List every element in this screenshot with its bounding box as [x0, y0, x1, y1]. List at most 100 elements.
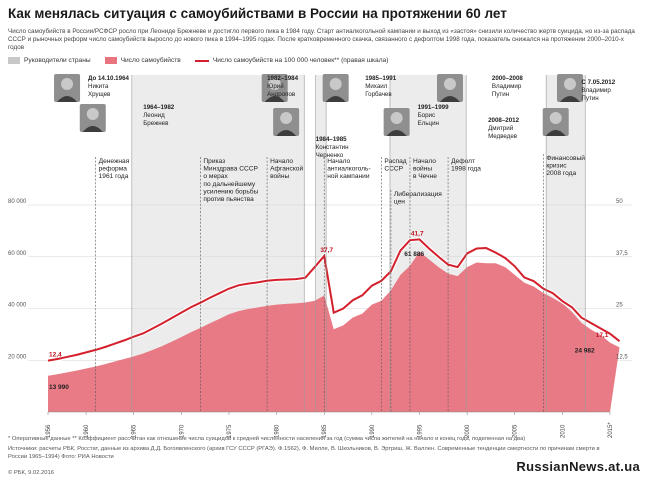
leader-portrait-brezhnev [79, 104, 106, 132]
x-tick-label: 1980 [275, 424, 281, 438]
legend-rate: Число самоубийств на 100 000 человек** (… [194, 57, 389, 64]
x-tick-label: 1985 [322, 424, 328, 438]
footer-sources: Источники: расчеты РБК, Росстат, данные … [8, 446, 600, 460]
series-rate-line [47, 238, 621, 362]
leader-first-gorbachev: Михаил [365, 83, 388, 90]
portrait-body [57, 96, 78, 102]
event-label-chechnya: войны [413, 165, 432, 173]
legend-rate-label: Число самоубийств на 100 000 человек** (… [212, 57, 389, 64]
label-end-count: 24 982 [575, 347, 595, 354]
event-label-afghan: Афганской [270, 165, 303, 173]
event-label-antialco: антиалкоголь- [327, 166, 370, 173]
legend-count-label: Число самоубийств [120, 57, 181, 64]
leader-first-andropov: Юрий [267, 83, 284, 90]
page-subtitle: Число самоубийств в России/РСФСР росло п… [8, 28, 635, 51]
leader-last-putin1: Путин [492, 91, 509, 98]
event-label-minzdrav: против пьянства [203, 196, 254, 203]
leader-first-brezhnev: Леонид [143, 112, 165, 119]
event-label-afghan: Начало [270, 158, 293, 165]
leader-date-gorbachev: 1985–1991 [365, 75, 397, 82]
x-tick-label: 1975 [227, 424, 233, 438]
event-label-crisis: Финансовый [546, 154, 585, 162]
event-label-crisis: 2008 года [546, 170, 576, 177]
y-left-tick: 60 000 [8, 251, 27, 257]
leader-date-khrushchev: До 14.10.1964 [88, 75, 130, 82]
y-left-tick: 80 000 [8, 199, 27, 205]
legend-swatch-grey [8, 57, 20, 64]
leader-last-andropov: Андропов [267, 91, 296, 98]
event-label-reform: реформа [99, 166, 128, 173]
x-tick-label: 1965 [132, 424, 138, 438]
event-label-antialco: ной кампании [327, 172, 370, 180]
legend-leaders: Руководители страны [8, 57, 91, 64]
portrait-body [439, 96, 460, 102]
portrait-head [280, 112, 293, 124]
portrait-body [325, 96, 346, 102]
leader-portrait-yeltsin [383, 108, 410, 136]
series-count-area [48, 251, 620, 412]
portrait-head [549, 112, 562, 124]
event-label-minzdrav: о мерах [203, 173, 228, 180]
leader-last-yeltsin: Ельцин [418, 120, 439, 127]
leader-date-medvedev: 2008–2012 [488, 117, 520, 124]
event-label-minzdrav: Минздрава СССР [203, 166, 258, 173]
portrait-head [443, 78, 456, 90]
leader-date-yeltsin: 1991–1999 [418, 104, 450, 111]
x-tick-label: 2010 [560, 424, 566, 438]
label-peak-count-1994: 61 886 [404, 251, 424, 258]
leader-first-putin2: Владимир [581, 87, 611, 94]
leader-portrait-andropov [261, 74, 288, 102]
leader-portrait-chernenko [273, 108, 300, 136]
y-right-tick: 50 [616, 199, 623, 205]
footer-credit: © РБК, 9.02.2016 [8, 470, 54, 476]
leader-last-putin2: Путин [581, 95, 598, 102]
x-tick-label: 2015* [608, 422, 614, 438]
event-label-minzdrav: Приказ [203, 158, 225, 165]
event-label-crisis: кризис [546, 163, 567, 170]
watermark: RussianNews.at.ua [516, 459, 640, 474]
leader-last-gorbachev: Горбачев [365, 91, 392, 98]
event-label-minzdrav: по дальнейшему [203, 180, 255, 188]
event-label-reform: 1961 года [99, 173, 129, 180]
leader-last-medvedev: Медведев [488, 133, 518, 140]
portrait-body [276, 130, 297, 136]
x-tick-label: 1990 [370, 424, 376, 438]
portrait-body [559, 96, 580, 102]
portrait-body [82, 126, 103, 132]
leader-first-yeltsin: Борис [418, 112, 436, 119]
x-tick-label: 1960 [84, 424, 90, 438]
x-tick-label: 2000 [465, 424, 471, 438]
portrait-head [390, 112, 403, 124]
leader-portrait-khrushchev [54, 74, 81, 102]
footer-notes: * Оперативные данные ** Коэффициент расс… [8, 436, 526, 442]
label-start-count: 13 990 [49, 384, 69, 391]
legend-count: Число самоубийств [104, 57, 181, 64]
portrait-head [61, 78, 74, 90]
event-label-ussr: СССР [384, 166, 403, 173]
leader-portrait-medvedev [542, 108, 569, 136]
leader-date-chernenko: 1984–1985 [316, 136, 348, 143]
legend: Руководители страны Число самоубийств Чи… [8, 57, 388, 64]
event-label-minzdrav: усилению борьбы [203, 187, 258, 195]
leader-last-brezhnev: Брежнев [143, 120, 169, 127]
y-right-tick: 25 [616, 303, 623, 309]
leader-portrait-gorbachev [322, 74, 349, 102]
x-tick-label: 1970 [179, 424, 185, 438]
label-end-rate: 17,1 [596, 332, 609, 339]
leader-last-khrushchev: Хрущев [88, 91, 111, 98]
event-label-ussr: Распад [384, 158, 406, 165]
label-start-rate: 12,4 [49, 352, 62, 359]
x-tick-label: 2005 [513, 424, 519, 438]
leader-date-putin2: С 7.05.2012 [581, 79, 615, 86]
event-label-antialco: Начало [327, 158, 350, 165]
portrait-body [545, 130, 566, 136]
leader-first-medvedev: Дмитрий [488, 125, 514, 132]
legend-swatch-pink [104, 57, 117, 64]
portrait-body [386, 130, 407, 136]
event-label-chechnya: в Чечне [413, 173, 437, 180]
x-tick-label: 1956 [46, 424, 52, 438]
leader-date-brezhnev: 1964–1982 [143, 104, 175, 111]
y-left-tick: 40 000 [8, 303, 27, 309]
event-label-chechnya: Начало [413, 158, 436, 165]
